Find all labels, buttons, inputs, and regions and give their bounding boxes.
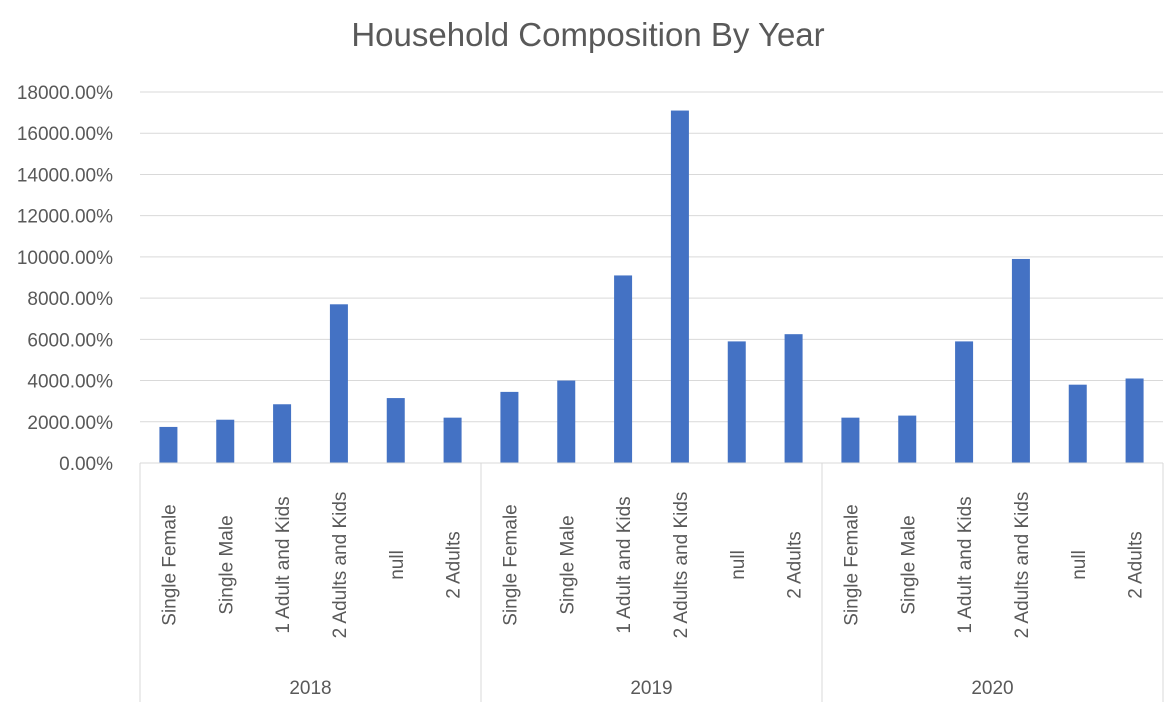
bar <box>500 391 519 463</box>
y-tick-label: 2000.00% <box>27 413 113 434</box>
category-label: null <box>387 550 408 580</box>
category-label: 2 Adults and Kids <box>330 492 351 639</box>
bar <box>329 304 348 463</box>
y-axis-tick-labels: 0.00% 2000.00% 4000.00% 6000.00% 8000.00% 100… <box>17 83 113 475</box>
bar <box>159 426 178 463</box>
year-label: 2019 <box>630 678 672 699</box>
category-label: 2 Adults <box>785 531 806 599</box>
category-label: Single Male <box>898 515 919 614</box>
category-label: 2 Adults <box>1126 531 1147 599</box>
bar <box>784 334 803 463</box>
y-tick-label: 16000.00% <box>17 124 113 145</box>
bar <box>216 419 235 463</box>
bar <box>1011 258 1030 463</box>
bar <box>898 415 917 463</box>
y-tick-label: 14000.00% <box>17 165 113 186</box>
bar <box>841 417 860 463</box>
category-label: null <box>1069 550 1090 580</box>
bar <box>273 404 292 463</box>
category-label: Single Female <box>841 504 862 625</box>
chart-title: Household Composition By Year <box>351 16 824 53</box>
bar <box>1125 378 1144 463</box>
year-label: 2018 <box>289 678 331 699</box>
category-label: 2 Adults <box>444 531 465 599</box>
y-tick-label: 6000.00% <box>27 330 113 351</box>
y-tick-label: 8000.00% <box>27 289 113 310</box>
bar <box>614 275 633 463</box>
x-axis <box>139 462 1164 702</box>
category-label: Single Male <box>557 515 578 614</box>
category-label: null <box>728 550 749 580</box>
category-label: 2 Adults and Kids <box>1012 492 1033 639</box>
category-label: 1 Adult and Kids <box>955 496 976 633</box>
category-label: Single Male <box>216 515 237 614</box>
category-label: 2 Adults and Kids <box>671 492 692 639</box>
bar <box>443 417 462 463</box>
bar <box>955 341 974 463</box>
bar <box>727 341 746 463</box>
y-tick-label: 18000.00% <box>17 83 113 104</box>
gridlines <box>140 91 1163 464</box>
category-label: 1 Adult and Kids <box>273 496 294 633</box>
y-tick-label: 10000.00% <box>17 248 113 269</box>
y-tick-label: 4000.00% <box>27 372 113 393</box>
year-group-labels: 2018 2019 2020 <box>289 678 1013 699</box>
category-label: 1 Adult and Kids <box>614 496 635 633</box>
category-label: Single Female <box>500 504 521 625</box>
y-tick-label: 0.00% <box>59 454 113 475</box>
bar <box>557 380 576 463</box>
year-label: 2020 <box>971 678 1013 699</box>
bar <box>1068 384 1087 463</box>
bars <box>159 110 1144 464</box>
category-labels: Single Female Single Male 1 Adult and Kids… <box>159 492 1146 639</box>
category-label: Single Female <box>159 504 180 625</box>
y-tick-label: 12000.00% <box>17 207 113 228</box>
bar <box>386 398 405 463</box>
bar <box>670 110 689 464</box>
